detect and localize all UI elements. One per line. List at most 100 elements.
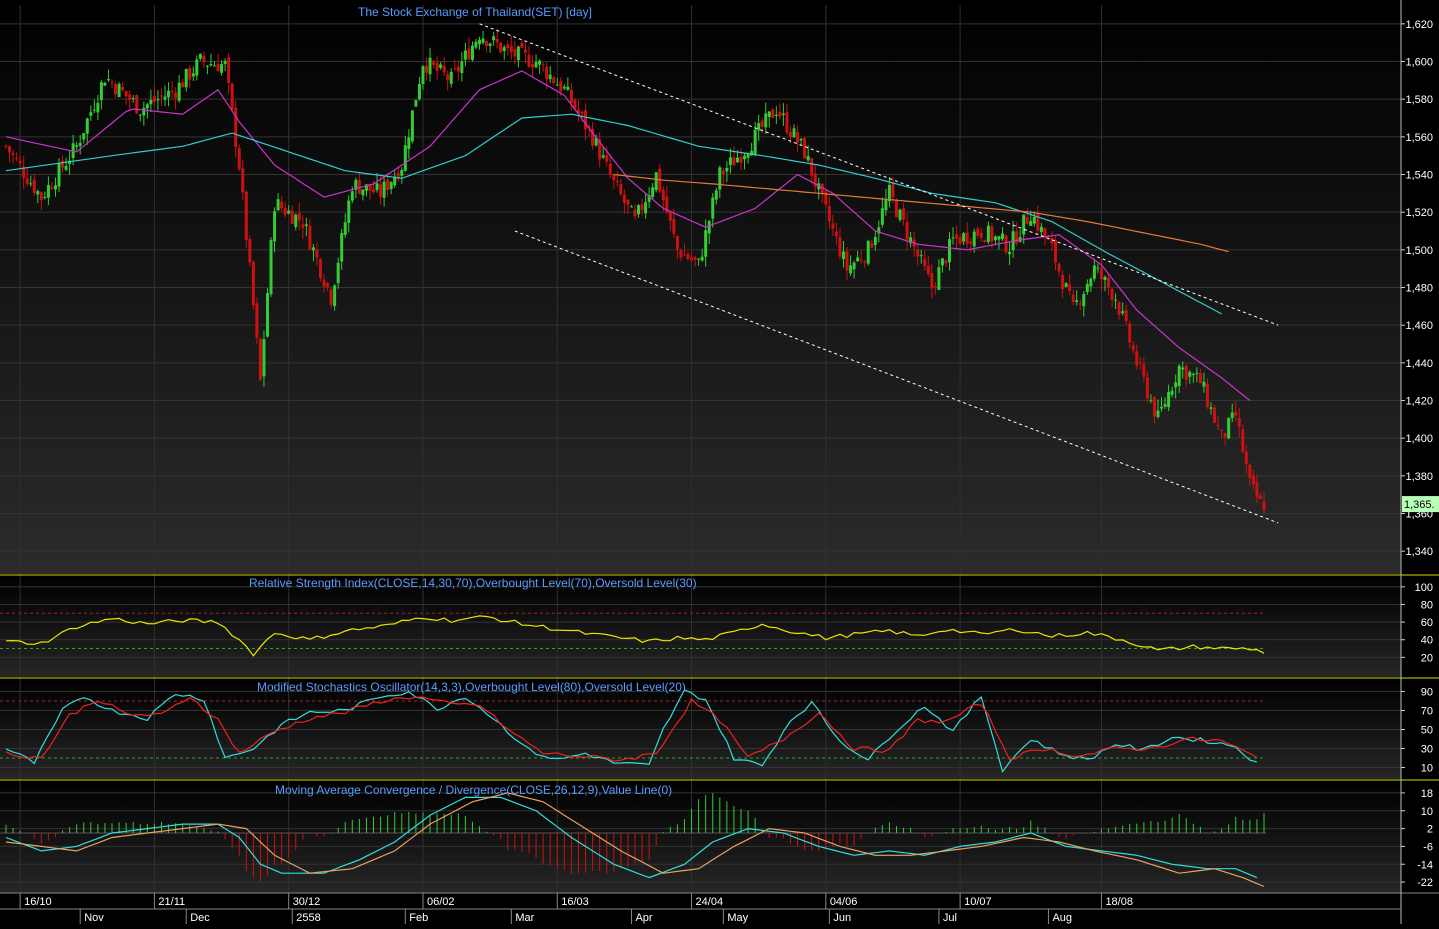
candle-body xyxy=(902,208,906,220)
candle-body xyxy=(1251,475,1255,484)
candle-body xyxy=(714,190,718,200)
price-panel-title: The Stock Exchange of Thailand(SET) [day… xyxy=(358,5,592,19)
candle-body xyxy=(711,197,715,219)
candle-body xyxy=(562,86,566,89)
candle-body xyxy=(764,113,768,128)
candle-body xyxy=(1223,433,1227,438)
candle-body xyxy=(1022,214,1026,235)
candle-body xyxy=(976,228,980,236)
date-label: 04/06 xyxy=(830,896,858,908)
candle-body xyxy=(417,83,421,100)
candle-body xyxy=(986,225,990,243)
candle-body xyxy=(1071,294,1075,302)
last-price-marker: 1,365. xyxy=(1402,496,1439,513)
candle-body xyxy=(1135,351,1139,366)
candle-body xyxy=(1191,373,1195,376)
candle-body xyxy=(1131,345,1135,351)
stochastic-d-line xyxy=(5,696,1258,762)
candle-body xyxy=(1061,274,1065,290)
candle-body xyxy=(294,214,298,227)
candle-body xyxy=(449,71,453,84)
candle-body xyxy=(57,163,61,187)
candle-body xyxy=(110,82,114,84)
candle-body xyxy=(594,137,598,146)
candle-body xyxy=(608,163,612,175)
candle-body xyxy=(1043,228,1047,238)
candle-body xyxy=(82,133,86,140)
candle-body xyxy=(675,235,679,250)
candle-body xyxy=(53,185,57,190)
candle-body xyxy=(308,225,312,250)
candle-body xyxy=(1163,404,1167,407)
y-tick-label: -14 xyxy=(1417,859,1433,871)
candle-body xyxy=(697,258,701,260)
candle-body xyxy=(1202,381,1206,387)
candle-body xyxy=(428,57,432,75)
candle-body xyxy=(262,339,266,377)
candle-body xyxy=(11,153,15,155)
trendlines xyxy=(479,23,1279,524)
date-label: 30/12 xyxy=(293,896,321,908)
candle-body xyxy=(138,114,142,116)
candle-body xyxy=(852,262,856,270)
candle-body xyxy=(181,82,185,88)
candle-body xyxy=(156,99,160,101)
candle-body xyxy=(251,261,255,306)
candle-body xyxy=(1177,365,1181,387)
candle-body xyxy=(933,286,937,288)
candle-body xyxy=(1103,277,1107,281)
candle-body xyxy=(520,42,524,48)
candle-body xyxy=(322,279,326,287)
candle-body xyxy=(516,46,520,61)
candle-body xyxy=(425,65,429,73)
candle-body xyxy=(948,239,951,263)
y-tick-label: 60 xyxy=(1421,617,1433,629)
candle-body xyxy=(61,160,65,168)
candle-body xyxy=(781,113,785,116)
candle-body xyxy=(587,126,591,128)
candle-body xyxy=(50,187,54,189)
candle-body xyxy=(1078,303,1082,305)
candle-body xyxy=(1114,299,1118,301)
date-label: 16/10 xyxy=(24,896,52,908)
candle-body xyxy=(131,98,135,100)
candle-body xyxy=(357,180,361,194)
rsi-panel[interactable] xyxy=(0,576,1401,677)
candle-body xyxy=(159,95,163,97)
candle-body xyxy=(1036,213,1040,231)
candle-body xyxy=(1255,481,1259,498)
candle-body xyxy=(937,267,941,290)
candle-body xyxy=(1227,417,1231,439)
candle-body xyxy=(856,257,860,262)
candle-body xyxy=(834,231,838,237)
candle-body xyxy=(255,303,259,338)
candle-body xyxy=(121,87,125,91)
candle-body xyxy=(841,251,845,259)
candle-body xyxy=(580,111,584,114)
candle-body xyxy=(311,247,315,251)
y-tick-label: 10 xyxy=(1421,806,1433,818)
candle-body xyxy=(1025,217,1029,224)
candle-body xyxy=(432,61,436,65)
candle-body xyxy=(315,250,319,258)
macd-panel[interactable] xyxy=(0,781,1401,893)
candle-body xyxy=(601,155,605,158)
candle-body xyxy=(693,257,697,260)
month-label: 2558 xyxy=(296,912,320,924)
candle-body xyxy=(421,66,425,85)
candle-body xyxy=(531,64,535,68)
rsi-panel-title: Relative Strength Index(CLOSE,14,30,70),… xyxy=(249,576,697,590)
candle-body xyxy=(644,202,648,214)
candle-body xyxy=(969,241,973,244)
candle-body xyxy=(8,146,12,153)
candle-body xyxy=(75,145,79,147)
candle-body xyxy=(799,138,803,141)
month-label: Dec xyxy=(190,912,210,924)
candle-body xyxy=(1167,392,1171,408)
candle-body xyxy=(591,128,595,146)
candle-body xyxy=(824,191,828,205)
candle-body xyxy=(92,109,96,111)
candle-body xyxy=(870,243,874,248)
candle-body xyxy=(1145,376,1149,399)
